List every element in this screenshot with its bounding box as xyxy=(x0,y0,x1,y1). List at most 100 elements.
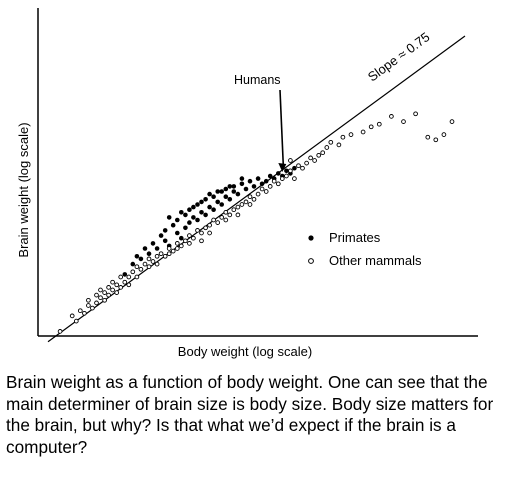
primate-point xyxy=(219,189,224,194)
other-mammal-point xyxy=(320,150,326,156)
other-mammal-point xyxy=(154,253,160,259)
humans-label: Humans xyxy=(234,73,281,87)
primate-point xyxy=(187,207,192,212)
other-mammal-point xyxy=(425,134,431,140)
primate-point xyxy=(183,212,188,218)
other-mammal-point xyxy=(441,132,447,137)
other-mammal-point xyxy=(195,228,200,233)
other-mammal-point xyxy=(187,233,192,238)
legend-other-mammals-marker xyxy=(308,258,314,264)
primate-point xyxy=(175,217,180,223)
other-mammal-point xyxy=(360,129,366,135)
other-mammal-point xyxy=(69,313,75,319)
other-mammal-point xyxy=(235,212,241,218)
other-mammal-point xyxy=(296,163,301,169)
other-mammal-point xyxy=(90,305,95,311)
primate-point xyxy=(235,191,241,197)
other-mammal-point xyxy=(73,318,79,324)
other-mammal-point xyxy=(231,207,237,213)
y-axis-label: Brain weight (log scale) xyxy=(16,122,31,257)
primate-point xyxy=(150,241,156,246)
primate-point xyxy=(146,251,152,256)
legend-primates-label: Primates xyxy=(329,230,381,245)
primate-point xyxy=(207,204,212,210)
other-mammal-point xyxy=(146,256,152,262)
primate-point xyxy=(154,246,160,251)
other-mammal-point xyxy=(187,241,192,246)
x-axis-label: Body weight (log scale) xyxy=(178,344,312,359)
other-mammal-point xyxy=(166,246,172,251)
other-mammal-point xyxy=(292,176,297,181)
primate-point xyxy=(263,178,269,184)
primate-point xyxy=(223,186,229,192)
primate-point xyxy=(267,173,273,179)
primate-point xyxy=(199,210,204,215)
primate-point xyxy=(179,210,184,215)
other-mammal-point xyxy=(203,225,208,231)
other-mammal-point xyxy=(207,230,212,236)
other-mammal-point xyxy=(106,292,111,298)
other-mammal-point xyxy=(259,186,265,192)
primate-point xyxy=(247,178,253,184)
other-mammal-point xyxy=(110,287,115,293)
other-mammal-point xyxy=(288,158,293,163)
other-mammal-point xyxy=(215,220,221,225)
other-mammal-point xyxy=(102,290,107,295)
legend-other-mammals-label: Other mammals xyxy=(329,253,422,268)
other-mammal-point xyxy=(223,217,229,223)
primate-point xyxy=(203,212,208,218)
primate-point xyxy=(239,181,245,187)
figure-caption: Brain weight as a function of body weigh… xyxy=(6,372,494,457)
primate-point xyxy=(175,230,180,236)
other-mammal-point xyxy=(199,238,204,244)
other-mammal-point xyxy=(170,248,176,254)
other-mammal-point xyxy=(413,111,418,117)
other-mammal-point xyxy=(308,155,313,161)
other-mammal-point xyxy=(263,189,269,194)
legend-primates-marker xyxy=(308,235,314,241)
primate-point xyxy=(231,184,237,189)
other-mammal-point xyxy=(243,199,249,205)
other-mammal-point xyxy=(174,246,180,251)
primate-point xyxy=(142,246,148,251)
other-mammal-point xyxy=(77,308,83,314)
primate-point xyxy=(195,202,200,207)
primate-point xyxy=(191,204,196,210)
primate-point xyxy=(207,191,212,197)
legend: Primates Other mammals xyxy=(308,230,422,268)
primate-point xyxy=(251,184,257,189)
other-mammal-point xyxy=(328,139,334,145)
primate-point xyxy=(166,215,172,220)
primate-point xyxy=(219,202,224,207)
humans-arrowhead xyxy=(278,163,287,173)
other-mammal-point xyxy=(146,264,152,270)
other-mammal-point xyxy=(316,152,322,158)
humans-arrow xyxy=(279,89,285,167)
primate-point xyxy=(162,228,168,233)
primate-point xyxy=(292,165,297,171)
other-mammal-point xyxy=(275,181,281,187)
other-mammal-point xyxy=(94,300,99,306)
other-mammal-point xyxy=(199,230,204,236)
other-mammal-point xyxy=(82,310,87,316)
other-mammal-point xyxy=(271,178,277,184)
other-mammal-point xyxy=(304,160,309,166)
other-mammal-point xyxy=(433,137,439,143)
other-mammal-point xyxy=(288,168,293,174)
other-mammal-point xyxy=(178,243,184,249)
other-mammal-point xyxy=(114,282,120,288)
scatter-chart: Slope ≈ 0.75 Humans Primates Other mamma… xyxy=(16,8,478,359)
other-mammal-point xyxy=(118,274,124,280)
other-mammal-point xyxy=(98,295,103,301)
other-mammal-point xyxy=(401,119,406,124)
primate-point xyxy=(211,194,216,199)
primate-point xyxy=(215,199,220,205)
other-mammal-point xyxy=(126,274,132,280)
primate-point xyxy=(195,217,200,223)
axes xyxy=(37,8,478,337)
other-mammal-point xyxy=(368,124,374,130)
other-mammal-point xyxy=(122,279,128,285)
other-mammal-point xyxy=(138,266,144,272)
primate-point xyxy=(183,225,188,231)
other-mammal-point xyxy=(94,292,99,298)
